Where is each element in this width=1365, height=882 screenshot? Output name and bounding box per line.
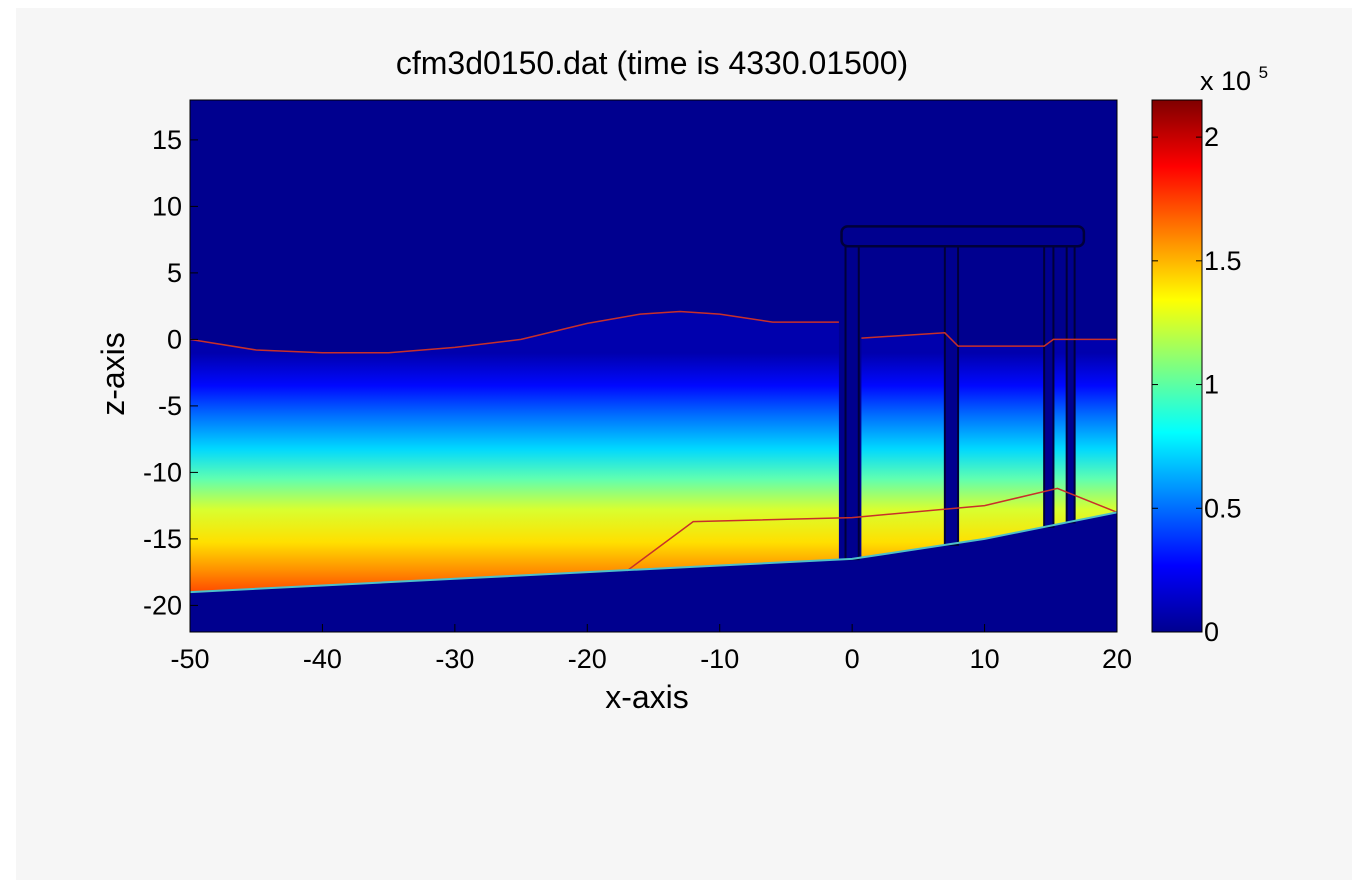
structure-free-surface-line [861,332,1117,347]
pile-4 [1066,246,1075,523]
x-tick-label: -40 [303,644,342,674]
y-tick-label: 0 [167,324,182,354]
colorbar-tick-label: 0 [1204,617,1219,647]
free-surface-line [190,310,839,354]
colorbar-exponent-label: x 10 5 [1200,63,1268,96]
chart-title: cfm3d0150.dat (time is 4330.01500) [396,45,908,81]
x-axis-label: x-axis [605,679,689,715]
pile-2 [944,246,959,545]
y-axis-label: z-axis [95,332,131,416]
y-tick-label: 10 [152,191,182,221]
y-tick-label: 15 [152,125,182,155]
x-tick-label: 0 [845,644,860,674]
colorbar-tick-label: 1 [1204,370,1219,400]
y-tick-label: -5 [158,391,182,421]
colorbar-exponent-base: x 10 [1200,66,1251,96]
colorbar-tick-label: 0.5 [1204,493,1242,523]
secondary-contour-line [626,487,1117,572]
colorbar [1151,99,1203,633]
x-tick-label: 20 [1102,644,1132,674]
deck-outline [840,225,1086,248]
colorbar-tick-label: 2 [1204,122,1219,152]
y-tick-label: 5 [167,258,182,288]
pile-1 [845,246,859,560]
x-tick-label: -50 [170,644,209,674]
bottom-profile-line [190,511,1117,594]
x-tick-label: 10 [970,644,1000,674]
x-tick-label: -20 [568,644,607,674]
colorbar-tick-label: 1.5 [1204,246,1242,276]
plot-frame [189,99,1118,633]
contour-lines [190,225,1117,594]
colorbar-exponent-power: 5 [1259,63,1268,82]
pile-3 [1044,246,1054,527]
x-tick-label: -10 [700,644,739,674]
y-tick-label: -20 [143,590,182,620]
x-axis-ticks: -50 -40 -30 -20 -10 0 10 20 [170,624,1132,674]
y-tick-label: -15 [143,524,182,554]
x-tick-label: -30 [435,644,474,674]
colorbar-ticks: 0 0.5 1 1.5 2 [1152,122,1242,647]
y-axis-ticks: 15 10 5 0 -5 -10 -15 -20 [143,125,198,620]
figure-panel: -50 -40 -30 -20 -10 0 10 20 15 10 5 0 -5 -10 -15 -20 c… [16,8,1352,880]
fluid-region-open [190,311,839,593]
y-tick-label: -10 [143,457,182,487]
